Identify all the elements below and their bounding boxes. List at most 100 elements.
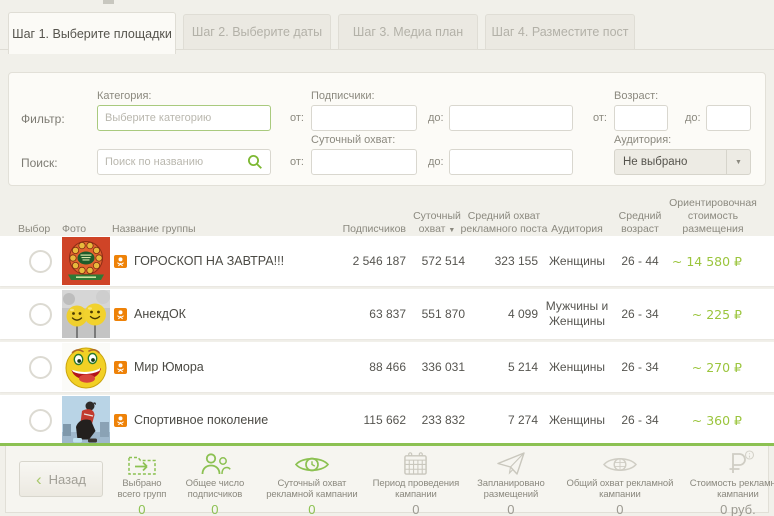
sort-desc-icon: ▼	[448, 227, 456, 235]
age-from-input[interactable]	[614, 105, 668, 131]
audience-value: Мужчины и Женщины	[545, 299, 609, 328]
audience-value: Женщины	[548, 412, 606, 427]
select-group-radio[interactable]	[28, 408, 52, 432]
subscribers-from-label: от:	[290, 112, 304, 124]
back-button[interactable]: ‹ Назад	[19, 461, 103, 497]
subscribers-to-label: до:	[428, 112, 444, 124]
group-photo-smiley-balloons[interactable]	[62, 290, 110, 338]
stat-total-subscribers: Общее число подписчиков 0	[173, 449, 257, 516]
age-value: 26 - 44	[621, 253, 659, 268]
table-row: Спортивное поколение 115 662 233 832 7 2…	[0, 395, 774, 445]
people-icon	[199, 449, 231, 476]
tab-step4-place-post[interactable]: Шаг 4. Разместите пост	[485, 14, 635, 50]
group-name[interactable]: ГОРОСКОП НА ЗАВТРА!!!	[134, 254, 285, 268]
tab-label: Шаг 1. Выберите площадки	[12, 26, 172, 41]
tab-step1-select-platforms[interactable]: Шаг 1. Выберите площадки	[8, 12, 176, 54]
subscribers-to-input[interactable]	[449, 105, 573, 131]
eye-globe-icon	[602, 449, 638, 476]
stat-planned-placements: Запланировано размещений 0	[465, 449, 557, 516]
table-row: ГОРОСКОП НА ЗАВТРА!!! 2 546 187 572 514 …	[0, 236, 774, 286]
ruble-info-icon	[721, 449, 755, 476]
subscribers-from-input[interactable]	[311, 105, 417, 131]
daily-reach-value: 233 832	[421, 413, 465, 427]
footer-accent-line	[0, 443, 774, 446]
table-row: АнекдОК 63 837 551 870 4 099 Мужчины и Ж…	[0, 289, 774, 339]
stat-campaign-cost: Стоимость рекламной кампании 0 руб.	[683, 449, 774, 516]
daily-reach-label: Суточный охват:	[311, 134, 396, 146]
price-value: ~ 270 ₽	[691, 359, 742, 375]
folder-arrow-icon	[127, 449, 157, 476]
eye-clock-icon	[294, 449, 330, 476]
search-icon[interactable]	[247, 154, 263, 170]
age-label: Возраст:	[614, 90, 659, 102]
group-name[interactable]: АнекдОК	[134, 307, 186, 321]
paper-plane-icon	[496, 449, 526, 476]
age-from-label: от:	[593, 112, 607, 124]
daily-reach-from-input[interactable]	[311, 149, 417, 175]
cutoff-logo-fragment	[103, 0, 114, 4]
age-value: 26 - 34	[621, 306, 659, 321]
daily-reach-value: 336 031	[421, 360, 465, 374]
group-photo-horoscope[interactable]	[62, 237, 110, 285]
filter-label: Фильтр:	[21, 112, 65, 126]
group-photo-laughing-smiley[interactable]	[62, 343, 110, 391]
odnoklassniki-icon	[114, 307, 127, 321]
daily-reach-from-label: от:	[290, 156, 304, 168]
price-value: ~ 14 580 ₽	[671, 253, 742, 269]
col-header-select: Выбор	[18, 223, 51, 236]
age-to-label: до:	[685, 112, 701, 124]
tab-step3-media-plan[interactable]: Шаг 3. Медиа план	[338, 14, 478, 50]
subscribers-value: 63 837	[369, 307, 406, 321]
category-input[interactable]	[97, 105, 271, 131]
select-group-radio[interactable]	[28, 249, 52, 273]
avg-reach-value: 7 274	[507, 413, 538, 427]
daily-reach-to-label: до:	[428, 156, 444, 168]
col-header-subscribers: Подписчиков	[342, 223, 406, 236]
select-group-radio[interactable]	[28, 355, 52, 379]
select-group-radio[interactable]	[28, 302, 52, 326]
audience-select[interactable]: Не выбрано ▼	[614, 149, 751, 175]
groups-table: ГОРОСКОП НА ЗАВТРА!!! 2 546 187 572 514 …	[0, 236, 774, 448]
group-name[interactable]: Спортивное поколение	[134, 413, 269, 427]
chevron-left-icon: ‹	[36, 469, 42, 489]
search-input[interactable]	[97, 149, 271, 175]
subscribers-value: 2 546 187	[352, 254, 406, 268]
avg-reach-value: 323 155	[494, 254, 538, 268]
col-header-daily-reach-sortable[interactable]: Суточный охват ▼	[413, 210, 461, 236]
col-header-age: Средний возраст	[618, 210, 662, 236]
tab-step2-select-dates[interactable]: Шаг 2. Выберите даты	[183, 14, 331, 50]
odnoklassniki-icon	[114, 254, 127, 268]
audience-label: Аудитория:	[614, 134, 672, 146]
campaign-stats: Выбрано всего групп 0 Общее число подпис…	[111, 441, 774, 516]
stat-campaign-total-reach: Общий охват рекламной кампании 0	[557, 449, 683, 516]
odnoklassniki-icon	[114, 360, 127, 374]
avg-reach-value: 4 099	[507, 307, 538, 321]
tab-label: Шаг 4. Разместите пост	[491, 25, 629, 39]
age-to-input[interactable]	[706, 105, 751, 131]
search-label: Поиск:	[21, 156, 58, 170]
stat-campaign-daily-reach: Суточный охват рекламной кампании 0	[257, 449, 367, 516]
odnoklassniki-icon	[114, 413, 127, 427]
col-header-photo: Фото	[62, 223, 87, 236]
subscribers-value: 115 662	[363, 413, 407, 427]
group-name[interactable]: Мир Юмора	[134, 360, 204, 374]
col-header-avg-reach: Средний охват рекламного поста	[460, 210, 548, 236]
subscribers-value: 88 466	[369, 360, 406, 374]
col-header-name: Название группы	[112, 223, 196, 236]
col-header-audience: Аудитория	[551, 223, 603, 236]
daily-reach-value: 572 514	[421, 254, 465, 268]
tab-label: Шаг 2. Выберите даты	[191, 25, 323, 39]
step-tabs: Шаг 1. Выберите площадки Шаг 2. Выберите…	[8, 12, 635, 54]
category-label: Категория:	[97, 90, 152, 102]
age-value: 26 - 34	[621, 359, 659, 374]
price-value: ~ 225 ₽	[691, 306, 742, 322]
daily-reach-value: 551 870	[421, 307, 465, 321]
daily-reach-to-input[interactable]	[449, 149, 573, 175]
audience-selected-value: Не выбрано	[623, 156, 688, 168]
price-value: ~ 360 ₽	[691, 412, 742, 428]
audience-value: Женщины	[548, 359, 606, 374]
group-photo-sport-person[interactable]	[62, 396, 110, 444]
stat-campaign-period: Период проведения кампании 0	[367, 449, 465, 516]
col-header-price: Ориентировочная стоимость размещения	[669, 197, 757, 236]
